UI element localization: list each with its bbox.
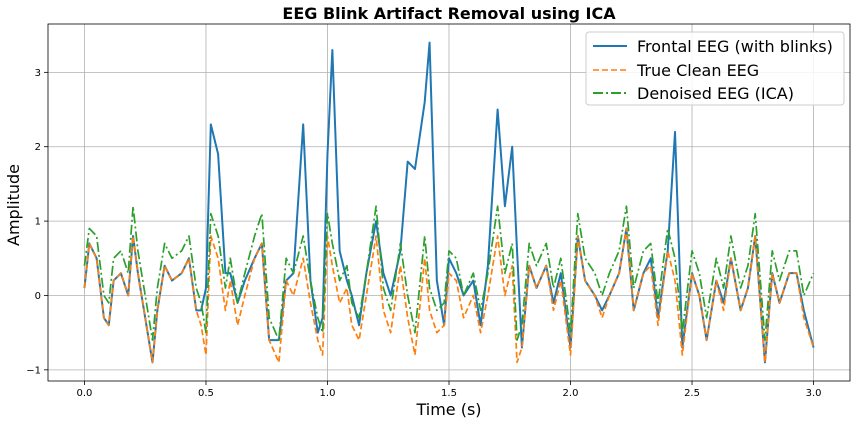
- x-tick-label: 0.0: [77, 388, 93, 399]
- grid: [48, 24, 850, 381]
- y-tick-label: 0: [35, 291, 41, 302]
- denoised-eeg-line: [83, 205, 815, 341]
- legend: Frontal EEG (with blinks) True Clean EEG…: [585, 31, 845, 106]
- legend-label-frontal: Frontal EEG (with blinks): [637, 37, 833, 56]
- frontal-eeg-line: [83, 41, 815, 364]
- legend-label-denoised: Denoised EEG (ICA): [637, 84, 794, 103]
- x-tick-label: 1.0: [320, 388, 336, 399]
- y-tick-label: −1: [26, 365, 41, 376]
- series-lines: [83, 41, 815, 364]
- legend-box: [585, 31, 845, 106]
- chart-title: EEG Blink Artifact Removal using ICA: [282, 4, 616, 23]
- legend-label-clean: True Clean EEG: [636, 61, 759, 80]
- x-tick-label: 1.5: [441, 388, 457, 399]
- y-tick-label: 2: [35, 142, 41, 153]
- x-tick-label: 2.0: [563, 388, 579, 399]
- x-tick-label: 0.5: [198, 388, 214, 399]
- ticks: 0.0 0.5 1.0 1.5 2.0 2.5 3.0 −1 0 1 2 3: [26, 68, 821, 399]
- y-tick-label: 3: [35, 68, 41, 79]
- y-axis-label: Amplitude: [4, 164, 23, 246]
- y-tick-label: 1: [35, 217, 41, 228]
- clean-eeg-line: [83, 227, 815, 364]
- x-tick-label: 3.0: [806, 388, 822, 399]
- x-axis-label: Time (s): [415, 400, 481, 419]
- x-tick-label: 2.5: [684, 388, 700, 399]
